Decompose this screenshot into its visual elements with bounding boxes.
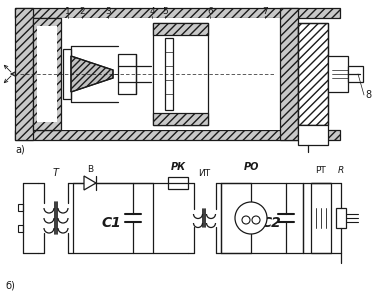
Bar [298, 23, 328, 125]
Text: 1: 1 [65, 7, 71, 16]
Bar [298, 23, 328, 125]
Bar [18, 204, 23, 211]
Text: РО: РО [243, 162, 259, 172]
Circle shape [242, 216, 250, 224]
Circle shape [252, 216, 260, 224]
Bar [221, 183, 303, 253]
Text: РТ: РТ [316, 166, 326, 175]
Text: 8: 8 [365, 90, 371, 100]
Text: R: R [338, 166, 344, 175]
Bar [165, 38, 173, 110]
Text: 4: 4 [149, 7, 155, 16]
Text: C2: C2 [261, 216, 281, 230]
Bar [33, 18, 61, 130]
Circle shape [235, 202, 267, 234]
Bar [298, 125, 328, 145]
Bar [18, 225, 23, 232]
Bar [153, 23, 208, 35]
Text: 7: 7 [262, 7, 268, 16]
Bar [15, 130, 340, 140]
Bar [15, 8, 340, 18]
Bar [168, 177, 188, 189]
Text: 6: 6 [207, 7, 213, 16]
Text: б): б) [5, 280, 15, 290]
Bar [311, 183, 331, 253]
Bar [336, 208, 346, 228]
Bar [280, 8, 298, 140]
Bar [15, 8, 33, 140]
Bar [37, 26, 57, 122]
Text: ИТ: ИТ [198, 169, 210, 178]
Text: Т: Т [53, 168, 59, 178]
Bar [73, 183, 153, 253]
Bar [153, 23, 208, 125]
Bar [328, 56, 348, 92]
Text: В: В [87, 165, 93, 174]
Text: РК: РК [170, 162, 185, 172]
Bar [348, 66, 363, 82]
Polygon shape [71, 56, 113, 92]
Text: 3: 3 [105, 7, 111, 16]
Text: C1: C1 [101, 216, 121, 230]
Text: 2: 2 [79, 7, 85, 16]
Bar [153, 113, 208, 125]
Bar [118, 54, 136, 94]
Text: 5: 5 [162, 7, 168, 16]
Bar [63, 49, 71, 99]
Polygon shape [84, 176, 96, 190]
Bar [33, 18, 280, 130]
Text: а): а) [15, 145, 25, 155]
